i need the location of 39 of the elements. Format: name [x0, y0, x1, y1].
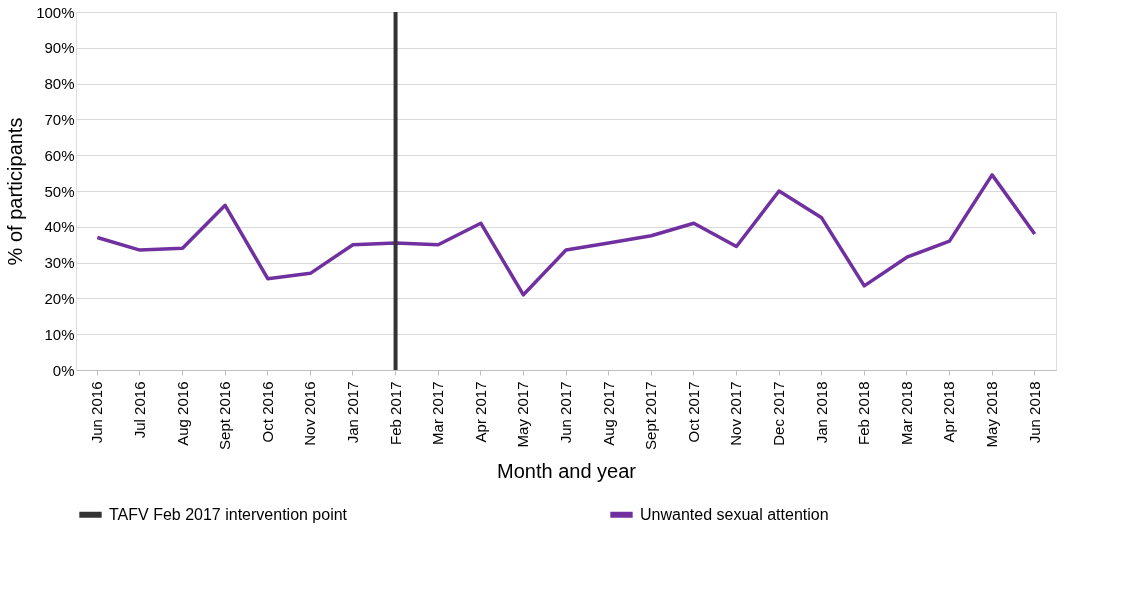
x-tick-label: Jun 2017 — [557, 381, 574, 444]
line-series — [95, 173, 1037, 297]
y-tick-label: 100% — [36, 3, 75, 21]
y-tick-label: 90% — [44, 39, 75, 57]
x-tick-label: Mar 2017 — [429, 381, 447, 445]
y-tick-label: 70% — [44, 110, 75, 128]
x-tick-label: May 2018 — [983, 381, 1001, 448]
y-tick-label: 80% — [44, 75, 75, 93]
x-tick-label: Apr 2018 — [940, 381, 958, 443]
x-tick-label: Feb 2017 — [386, 381, 404, 445]
x-tick-label: May 2017 — [514, 381, 532, 448]
x-tick-label: Nov 2017 — [727, 381, 745, 446]
x-tick-label: Dec 2017 — [770, 381, 788, 446]
x-tick-label: Jun 2018 — [1025, 381, 1043, 444]
y-tick-label: 60% — [44, 146, 75, 164]
x-tick-label: Jan 2018 — [812, 381, 830, 444]
x-tick-label: Jun 2016 — [88, 381, 106, 444]
x-tick-label: Apr 2017 — [471, 381, 489, 443]
y-tick-label: 20% — [44, 289, 75, 307]
x-tick-label: Jan 2017 — [343, 381, 361, 444]
x-tick-label: Nov 2016 — [301, 381, 319, 446]
x-tick-label: Sept 2016 — [216, 381, 234, 450]
y-tick-label: 0% — [52, 361, 75, 379]
x-axis-title: Month and year — [497, 459, 637, 482]
x-tick-label: Aug 2016 — [173, 381, 191, 446]
y-tick-label: 40% — [44, 218, 75, 236]
x-tick-label: Aug 2017 — [599, 381, 617, 446]
y-axis-title: % of participants — [4, 117, 27, 266]
y-tick-label: 10% — [44, 325, 75, 343]
x-tick-label: Jul 2016 — [130, 381, 148, 439]
x-tick-label: Mar 2018 — [897, 381, 915, 445]
x-tick-label: Oct 2016 — [258, 381, 276, 443]
legend-label: TAFV Feb 2017 intervention point — [109, 505, 348, 523]
x-tick-label: Oct 2017 — [684, 381, 702, 443]
y-tick-label: 30% — [44, 254, 75, 272]
legend-label: Unwanted sexual attention — [640, 505, 829, 523]
x-tick-label: Sept 2017 — [642, 381, 660, 450]
x-tick-label: Feb 2018 — [855, 381, 873, 445]
y-tick-label: 50% — [44, 182, 75, 200]
